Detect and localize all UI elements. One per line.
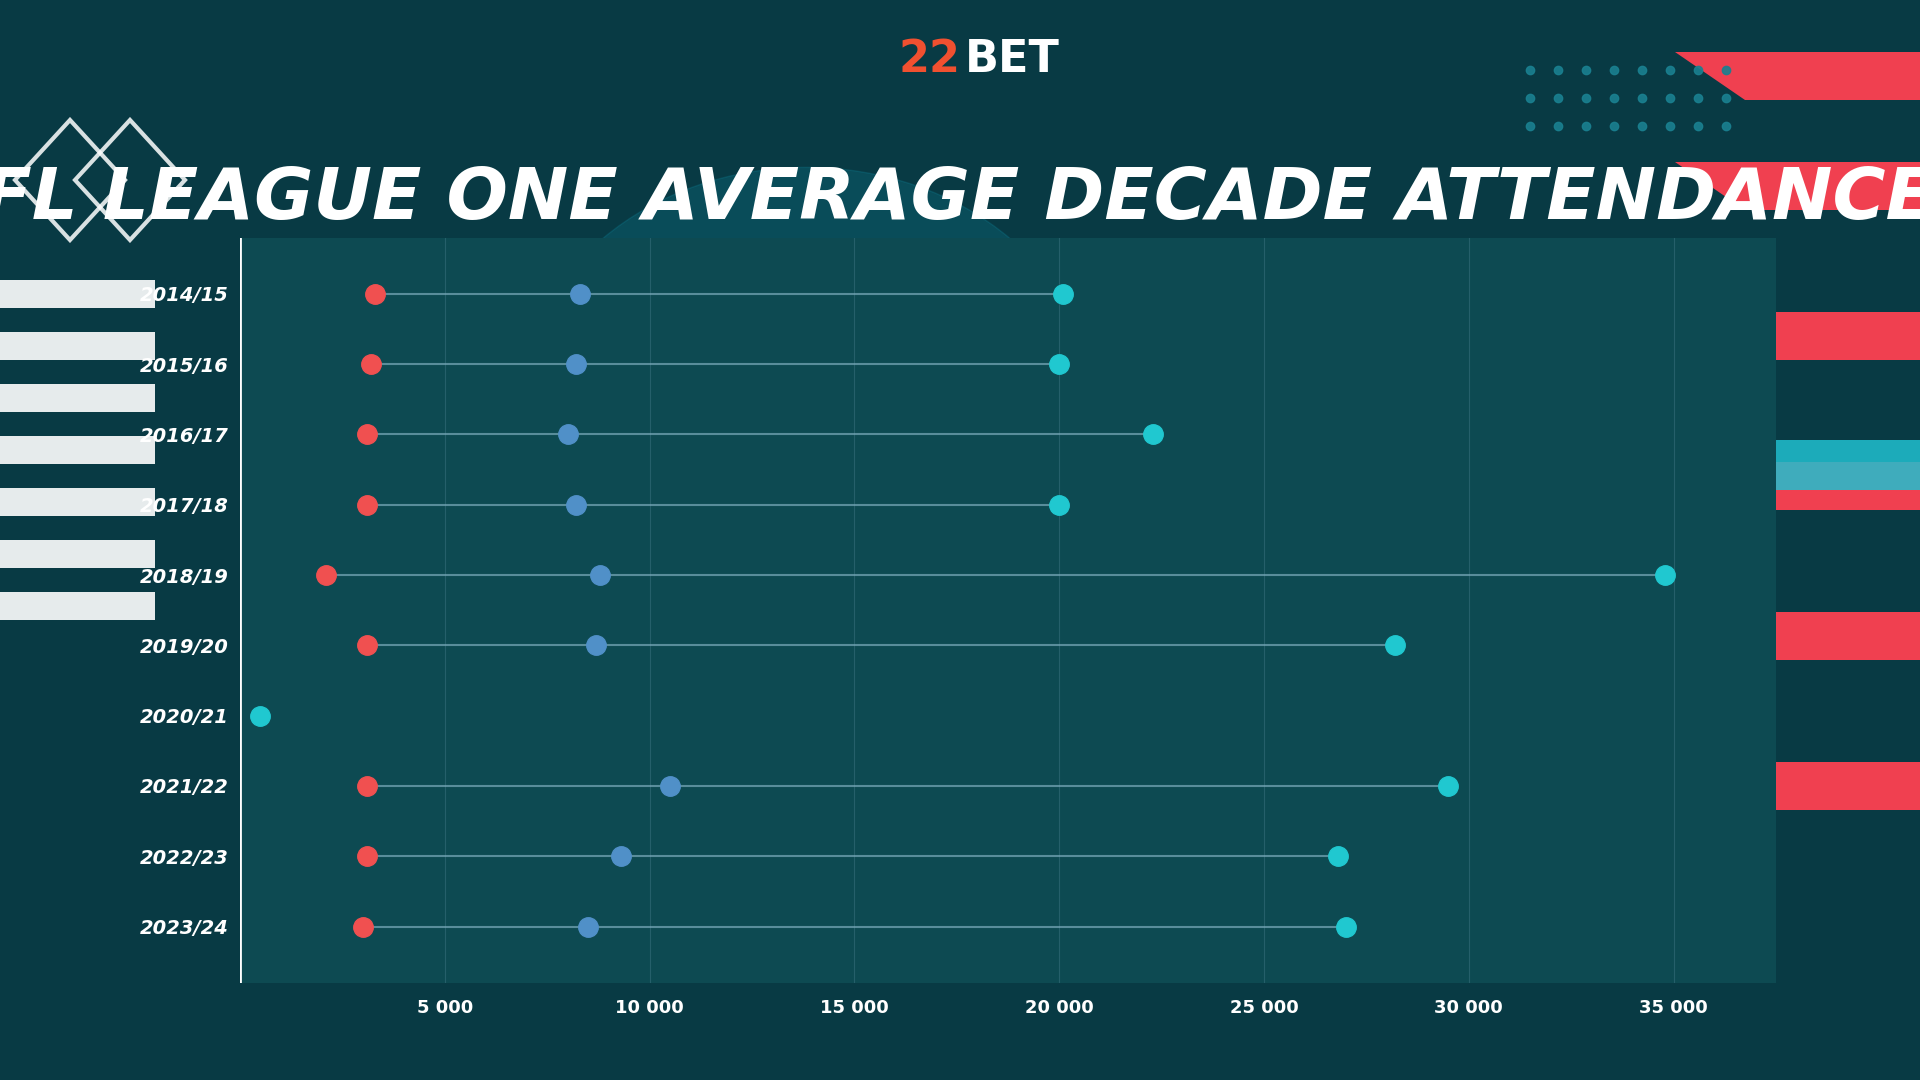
Text: BET: BET: [966, 39, 1060, 81]
Polygon shape: [1655, 440, 1920, 490]
Polygon shape: [0, 384, 156, 411]
Polygon shape: [1674, 162, 1920, 210]
Polygon shape: [0, 488, 156, 516]
Polygon shape: [0, 540, 156, 568]
Polygon shape: [1674, 52, 1920, 100]
Text: EFL LEAGUE ONE AVERAGE DECADE ATTENDANCES: EFL LEAGUE ONE AVERAGE DECADE ATTENDANCE…: [0, 165, 1920, 234]
Polygon shape: [1674, 462, 1920, 510]
Polygon shape: [1674, 612, 1920, 660]
Text: 22: 22: [899, 39, 960, 81]
Polygon shape: [1674, 762, 1920, 810]
Polygon shape: [0, 332, 156, 360]
Polygon shape: [0, 280, 156, 308]
Polygon shape: [0, 436, 156, 464]
Polygon shape: [1674, 312, 1920, 360]
Polygon shape: [0, 592, 156, 620]
